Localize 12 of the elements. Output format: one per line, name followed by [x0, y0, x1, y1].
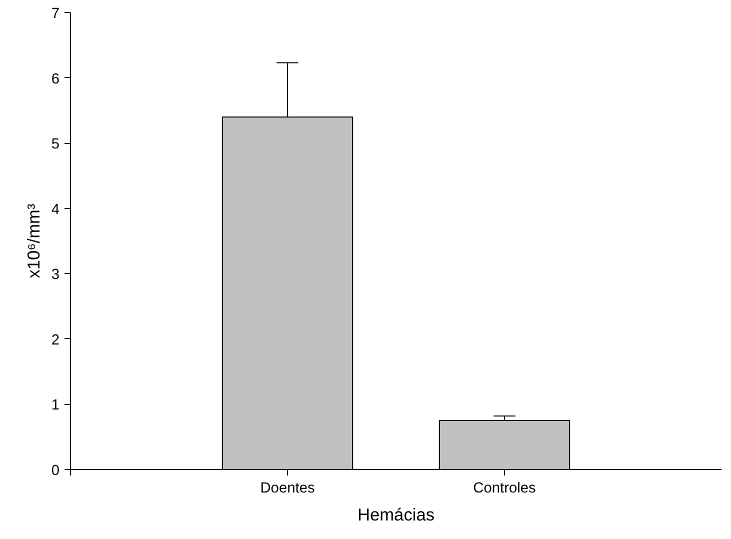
y-tick-label: 7	[51, 6, 60, 22]
x-axis-title: Hemácias	[357, 504, 435, 524]
y-tick-label: 6	[51, 71, 60, 88]
x-tick-label: Controles	[473, 480, 536, 496]
y-axis-title: x10⁶/mm³	[23, 204, 44, 278]
y-tick-label: 1	[51, 398, 60, 414]
y-tick-label: 3	[51, 267, 60, 284]
y-tick-label: 4	[51, 202, 60, 218]
y-tick-label: 2	[51, 332, 60, 348]
y-tick-label: 0	[51, 463, 60, 479]
x-tick-label: Doentes	[260, 480, 315, 496]
y-tick-label: 5	[51, 136, 60, 153]
